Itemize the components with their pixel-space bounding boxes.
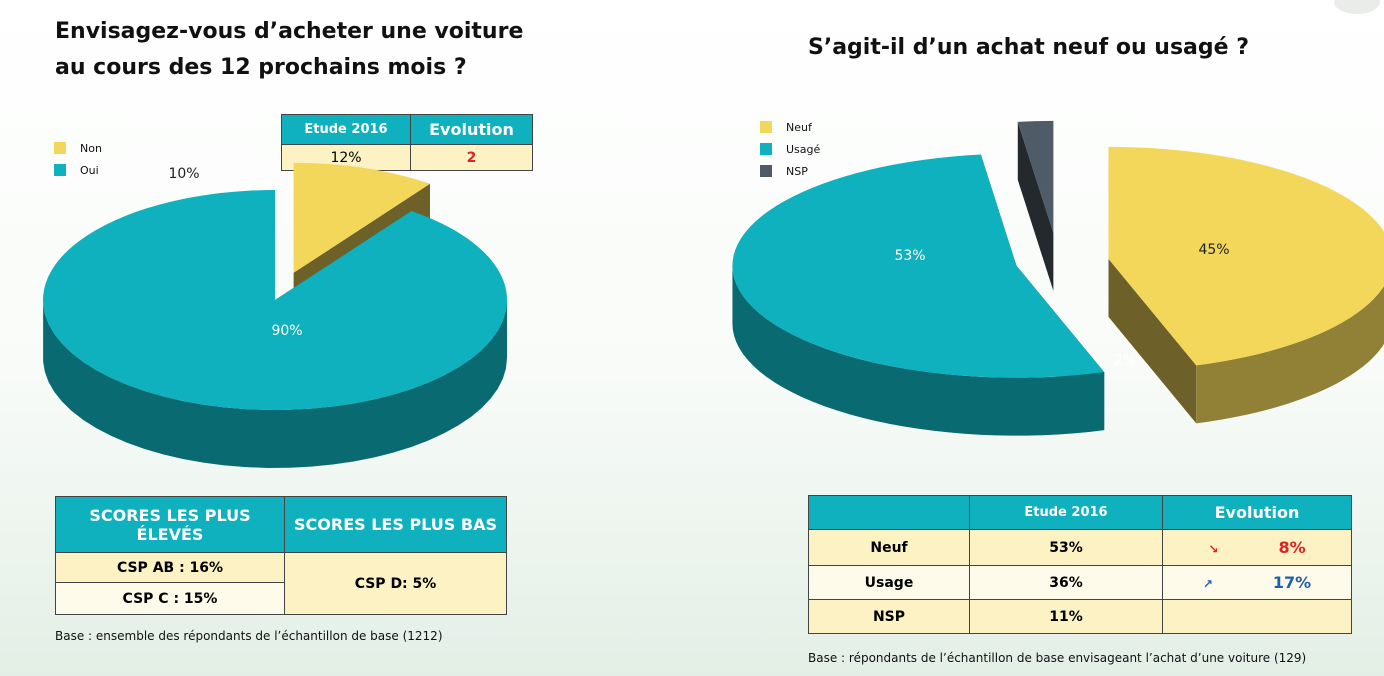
right-legend: Neuf Usagé NSP <box>760 116 820 182</box>
scores-header-low: SCORES LES PLUS BAS <box>284 496 507 553</box>
row-evolution-neuf: ↘ 8% <box>1162 529 1352 566</box>
row-evolution-value-usage: 17% <box>1272 573 1312 592</box>
right-evolution-table: Etude 2016 Evolution Neuf 53% ↘ 8% Usage … <box>808 495 1352 634</box>
legend-swatch-nsp <box>760 165 772 177</box>
right-chart-title: S’agit-il d’un achat neuf ou usagé ? <box>808 35 1249 60</box>
legend-swatch-usage <box>760 143 772 155</box>
pie-slice-non <box>293 162 431 273</box>
right-header-evolution: Evolution <box>1162 495 1352 530</box>
pie-slice-oui <box>42 190 507 410</box>
legend-label-neuf: Neuf <box>786 120 812 134</box>
legend-label-oui: Oui <box>80 163 99 177</box>
corner-decoration <box>1334 0 1380 14</box>
scores-low: CSP D: 5% <box>284 552 507 615</box>
left-chart-title: Envisagez-vous d’acheter une voiture au … <box>55 14 535 86</box>
right-header-etude: Etude 2016 <box>969 495 1163 530</box>
legend-label-non: Non <box>80 141 102 155</box>
row-label-nsp: NSP <box>808 599 970 634</box>
legend-swatch-non <box>54 142 66 154</box>
trend-up-icon: ↗ <box>1202 577 1213 591</box>
row-evolution-value-neuf: 8% <box>1278 538 1306 557</box>
pie-side-neuf <box>1196 285 1384 424</box>
row-evolution-usage: ↗ 17% <box>1162 565 1352 600</box>
pie-side-usagé <box>732 265 1105 436</box>
left-legend: Non Oui <box>54 137 102 181</box>
pie-slice-nsp <box>1017 120 1054 233</box>
pie-label-usagé: 53% <box>894 248 925 264</box>
left-base-note: Base : ensemble des répondants de l’écha… <box>55 629 443 643</box>
legend-swatch-oui <box>54 164 66 176</box>
pie-side-oui <box>43 300 508 468</box>
scores-high-1: CSP AB : 16% <box>55 552 285 583</box>
row-value-usage: 36% <box>969 565 1163 600</box>
legend-label-nsp: NSP <box>786 164 808 178</box>
pie-label-nsp: 2% <box>1114 353 1136 369</box>
pie-label-neuf: 45% <box>1198 242 1229 258</box>
pie-wall-neuf <box>1108 258 1197 424</box>
pie-slice-usagé <box>732 154 1105 378</box>
mini-header-evolution: Evolution <box>410 114 533 145</box>
scores-header-high: SCORES LES PLUS ÉLEVÉS <box>55 496 285 553</box>
right-base-note: Base : répondants de l’échantillon de ba… <box>808 651 1307 665</box>
pie-label-non: 10% <box>168 166 199 182</box>
left-title-line1: Envisagez-vous d’acheter une voiture <box>55 19 524 44</box>
scores-table: SCORES LES PLUS ÉLEVÉS SCORES LES PLUS B… <box>55 496 507 615</box>
scores-high-2: CSP C : 15% <box>55 582 285 615</box>
legend-item-oui: Oui <box>54 159 102 181</box>
pie-slice-neuf <box>1108 146 1384 366</box>
legend-item-non: Non <box>54 137 102 159</box>
pie-wall-nsp <box>1017 121 1054 291</box>
mini-value-evolution: 2 <box>410 144 533 171</box>
legend-item-nsp: NSP <box>760 160 820 182</box>
left-title-line2: au cours des 12 prochains mois ? <box>55 55 467 80</box>
right-header-blank <box>808 495 970 530</box>
legend-label-usage: Usagé <box>786 142 821 156</box>
row-label-neuf: Neuf <box>808 529 970 566</box>
row-evolution-nsp <box>1162 599 1352 634</box>
pie-label-oui: 90% <box>271 323 302 339</box>
legend-item-usage: Usagé <box>760 138 820 160</box>
row-value-neuf: 53% <box>969 529 1163 566</box>
left-mini-table: Etude 2016 Evolution 12% 2 <box>281 114 533 171</box>
legend-item-neuf: Neuf <box>760 116 820 138</box>
trend-down-icon: ↘ <box>1208 542 1219 556</box>
legend-swatch-neuf <box>760 121 772 133</box>
row-label-usage: Usage <box>808 565 970 600</box>
mini-header-etude: Etude 2016 <box>281 114 411 145</box>
row-value-nsp: 11% <box>969 599 1163 634</box>
